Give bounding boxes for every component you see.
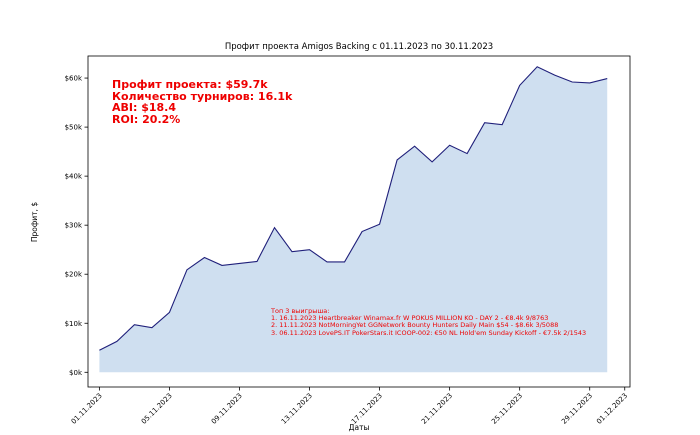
y-tick-label: $30k xyxy=(65,222,83,230)
summary-roi: ROI: 20.2% xyxy=(112,113,180,126)
summary-tournaments: Количество турниров: 16.1k xyxy=(112,90,293,103)
chart-title: Профит проекта Amigos Backing с 01.11.20… xyxy=(225,42,493,52)
x-tick-label: 25.11.2023 xyxy=(490,392,524,426)
top-win-3: 3. 06.11.2023 LovePS.IT PokerStars.it IC… xyxy=(271,329,586,337)
x-tick-label: 21.11.2023 xyxy=(420,392,454,426)
y-tick-label: $50k xyxy=(65,124,83,132)
y-axis-label: Профит, $ xyxy=(30,202,39,242)
plot-frame xyxy=(87,55,631,388)
x-tick-label: 09.11.2023 xyxy=(210,392,244,426)
y-tick-label: $40k xyxy=(65,173,83,181)
x-tick-label: 29.11.2023 xyxy=(560,392,594,426)
top-win-2: 2. 11.11.2023 NotMorningYet GGNetwork Bo… xyxy=(271,321,558,329)
top-wins-block: Топ 3 выигрыша: 1. 16.11.2023 Heartbreak… xyxy=(270,307,586,337)
summary-block: Профит проекта: $59.7k Количество турнир… xyxy=(112,78,293,126)
summary-abi: ABI: $18.4 xyxy=(112,101,176,114)
y-tick-label: $0k xyxy=(69,369,83,377)
x-tick-label: 17.11.2023 xyxy=(350,392,384,426)
y-tick-label: $10k xyxy=(65,320,83,328)
y-tick-label: $60k xyxy=(65,75,83,83)
profit-line xyxy=(99,66,608,351)
x-tick-label: 01.12.2023 xyxy=(595,392,629,426)
x-axis-label: Даты xyxy=(349,423,370,432)
top-win-1: 1. 16.11.2023 Heartbreaker Winamax.fr W … xyxy=(271,314,548,322)
x-tick-label: 05.11.2023 xyxy=(140,392,174,426)
y-tick-label: $20k xyxy=(65,271,83,279)
profit-area xyxy=(99,66,608,373)
top-wins-title: Топ 3 выигрыша: xyxy=(270,307,329,315)
x-tick-label: 13.11.2023 xyxy=(280,392,314,426)
summary-profit: Профит проекта: $59.7k xyxy=(112,78,268,91)
x-tick-label: 01.11.2023 xyxy=(70,392,104,426)
